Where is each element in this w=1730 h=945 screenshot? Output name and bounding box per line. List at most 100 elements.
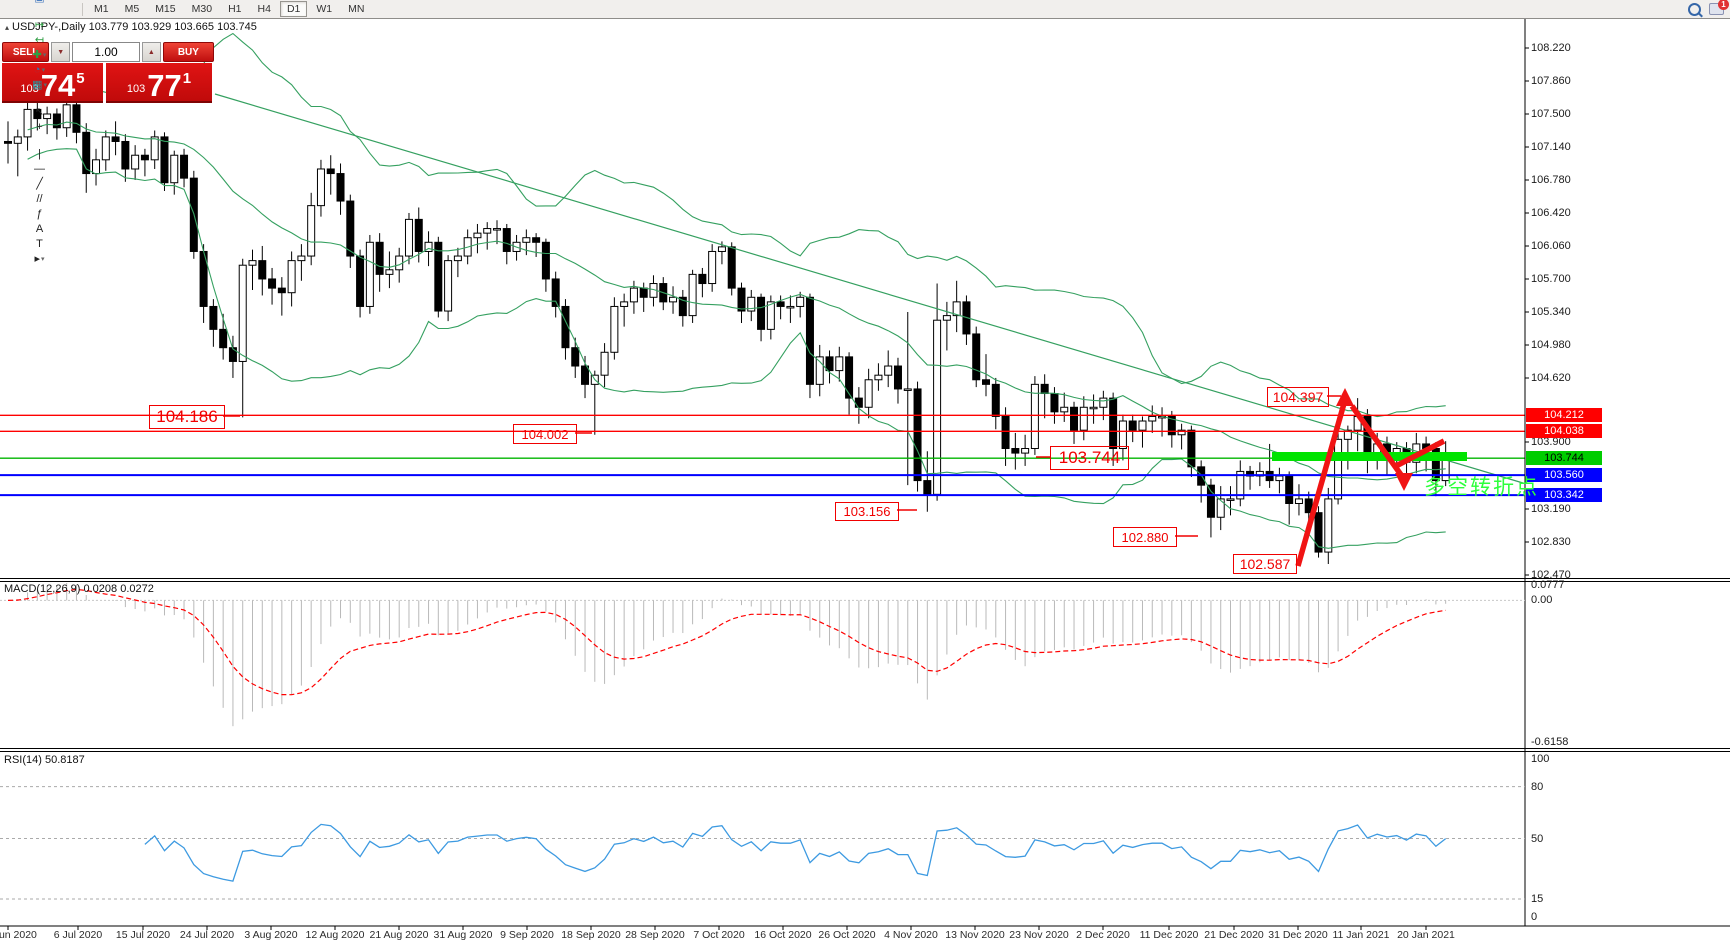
date-axis-label: 31 Dec 2020 bbox=[1268, 929, 1328, 941]
rsi-axis-tick: 80 bbox=[1531, 781, 1544, 793]
date-axis-label: 4 Nov 2020 bbox=[884, 929, 938, 941]
volume-input[interactable] bbox=[72, 42, 141, 62]
price-tag-102.587[interactable]: 102.587 bbox=[1233, 554, 1297, 574]
price-axis-tick: 105.340 bbox=[1531, 306, 1571, 318]
price-tag-104.397[interactable]: 104.397 bbox=[1267, 387, 1329, 407]
rsi-axis-tick: 50 bbox=[1531, 833, 1544, 845]
timeframe-MN[interactable]: MN bbox=[348, 3, 365, 15]
price-tag-104.002[interactable]: 104.002 bbox=[513, 424, 577, 444]
rsi-axis-tick: 100 bbox=[1531, 753, 1550, 765]
price-line-label: 104.212 bbox=[1526, 408, 1602, 422]
templates-icon[interactable]: ▦ ▾ bbox=[32, 79, 47, 91]
macd-axis-tick: 0.00 bbox=[1531, 594, 1553, 606]
price-axis-tick: 102.470 bbox=[1531, 569, 1571, 581]
date-axis-label: 11 Jan 2021 bbox=[1332, 929, 1390, 941]
text-icon[interactable]: A bbox=[35, 223, 44, 235]
timeframe-M30[interactable]: M30 bbox=[191, 3, 213, 15]
volume-decrease-button[interactable]: ▼ bbox=[51, 42, 71, 62]
price-line-label: 103.744 bbox=[1526, 451, 1602, 465]
price-line-label: 104.038 bbox=[1526, 424, 1602, 438]
date-axis-label: 6 Jul 2020 bbox=[53, 929, 103, 941]
date-axis-label: 20 Jan 2021 bbox=[1397, 929, 1455, 941]
price-tag-102.880[interactable]: 102.880 bbox=[1113, 527, 1177, 547]
timeframe-M15[interactable]: M15 bbox=[155, 3, 176, 15]
cursor-icon[interactable]: ↖ bbox=[34, 106, 45, 118]
price-tag-104.186[interactable]: 104.186 bbox=[149, 405, 225, 429]
date-axis-label: 26 Oct 2020 bbox=[818, 929, 876, 941]
date-axis-label: 16 Oct 2020 bbox=[754, 929, 812, 941]
vertical-line-icon[interactable]: | bbox=[38, 148, 41, 160]
date-axis-label: 15 Jul 2020 bbox=[115, 929, 171, 941]
timeframe-W1[interactable]: W1 bbox=[316, 3, 333, 15]
trendline-icon[interactable]: ╱ bbox=[36, 178, 43, 190]
macd-axis-tick: -0.6158 bbox=[1531, 736, 1569, 748]
ask-price[interactable]: 103 77 1 bbox=[106, 63, 212, 103]
date-axis-label: 7 Oct 2020 bbox=[693, 929, 745, 941]
indicators-icon[interactable]: ✚ ▾ bbox=[32, 49, 47, 61]
price-tag-103.744[interactable]: 103.744 bbox=[1050, 446, 1129, 470]
date-axis-label: 24 Jul 2020 bbox=[179, 929, 235, 941]
chevron-down-icon[interactable]: ▾ bbox=[41, 256, 45, 263]
chart-window-icon: ▴ bbox=[5, 23, 10, 32]
notification-badge: 1 bbox=[1718, 0, 1729, 10]
macd-label: MACD(12,26,9) 0.0208 0.0272 bbox=[4, 583, 154, 595]
horizontal-line-icon[interactable]: — bbox=[34, 163, 45, 175]
rsi-axis-tick: 15 bbox=[1531, 893, 1544, 905]
date-axis-label: 13 Nov 2020 bbox=[945, 929, 1005, 941]
date-axis-label: 23 Nov 2020 bbox=[1009, 929, 1069, 941]
chevron-down-icon[interactable]: ▾ bbox=[42, 52, 47, 59]
date-axis-label: 3 Aug 2020 bbox=[244, 929, 298, 941]
price-axis-tick: 105.700 bbox=[1531, 273, 1571, 285]
chevron-down-icon[interactable]: ▾ bbox=[43, 82, 47, 89]
text-label-icon[interactable]: T bbox=[36, 238, 43, 250]
crosshair-icon[interactable]: + bbox=[36, 121, 43, 133]
price-axis-tick: 102.830 bbox=[1531, 536, 1571, 548]
toolbar-separator bbox=[82, 2, 83, 16]
periods-icon[interactable]: ◔ ▾ bbox=[33, 64, 46, 76]
timeframe-H1[interactable]: H1 bbox=[228, 3, 242, 15]
price-line-label: 103.342 bbox=[1526, 488, 1602, 502]
date-axis-label: 9 Sep 2020 bbox=[500, 929, 554, 941]
price-tag-103.156[interactable]: 103.156 bbox=[835, 502, 899, 521]
one-click-trade-panel: SELL ▼ ▲ BUY 103 74 5 103 77 1 bbox=[2, 42, 214, 103]
search-icon[interactable] bbox=[1688, 2, 1701, 16]
arrows-icon[interactable]: ▸ ▾ bbox=[34, 253, 45, 265]
channel-icon[interactable]: // bbox=[36, 193, 43, 205]
toolbar-icons: ⁞▦◫⁞🗎新订单◆☻◎▶自动交易▥▮≈⊕⊖▣↦↤✚▾◔▾▦▾↖+|—╱//ƒAT… bbox=[0, 0, 79, 267]
date-axis-label: 18 Sep 2020 bbox=[561, 929, 621, 941]
price-axis-tick: 106.420 bbox=[1531, 207, 1571, 219]
date-axis-label: 11 Dec 2020 bbox=[1139, 929, 1199, 941]
volume-increase-button[interactable]: ▲ bbox=[142, 42, 161, 62]
timeframe-M1[interactable]: M1 bbox=[94, 3, 109, 15]
date-axis-label: 21 Aug 2020 bbox=[369, 929, 429, 941]
buy-button[interactable]: BUY bbox=[162, 42, 214, 62]
date-axis-label: 21 Dec 2020 bbox=[1204, 929, 1264, 941]
rsi-axis-tick: 0 bbox=[1531, 911, 1538, 923]
bull-bear-note[interactable]: 多空转折点 bbox=[1424, 476, 1539, 499]
price-axis-tick: 106.060 bbox=[1531, 240, 1571, 252]
tile-windows-icon[interactable]: ▣ bbox=[1, 0, 78, 6]
bid-price[interactable]: 103 74 5 bbox=[2, 63, 103, 103]
price-axis-tick: 106.780 bbox=[1531, 174, 1571, 186]
rsi-label: RSI(14) 50.8187 bbox=[4, 754, 85, 766]
timeframe-M5[interactable]: M5 bbox=[124, 3, 140, 15]
top-toolbar: ⁞▦◫⁞🗎新订单◆☻◎▶自动交易▥▮≈⊕⊖▣↦↤✚▾◔▾▦▾↖+|—╱//ƒAT… bbox=[0, 0, 1730, 265]
sell-button[interactable]: SELL bbox=[2, 42, 50, 62]
timeframe-H4[interactable]: H4 bbox=[257, 3, 271, 15]
chart-shift-icon[interactable]: ↤ bbox=[34, 34, 45, 46]
price-axis-tick: 103.900 bbox=[1531, 436, 1571, 448]
date-axis-label: 28 Sep 2020 bbox=[625, 929, 685, 941]
toolbar-right: 1 bbox=[1688, 0, 1729, 16]
chevron-down-icon[interactable]: ▾ bbox=[41, 67, 46, 74]
date-axis-label: 2 Dec 2020 bbox=[1076, 929, 1130, 941]
date-axis-label: 31 Aug 2020 bbox=[433, 929, 493, 941]
timeframe-D1[interactable]: D1 bbox=[279, 1, 308, 17]
auto-scroll-icon[interactable]: ↦ bbox=[34, 19, 45, 31]
chat-icon[interactable]: 1 bbox=[1709, 0, 1729, 15]
price-axis-tick: 104.620 bbox=[1531, 372, 1571, 384]
symbol-info: ▴ USDJPY-,Daily 103.779 103.929 103.665 1… bbox=[5, 21, 257, 33]
fibonacci-icon[interactable]: ƒ bbox=[36, 208, 43, 220]
macd-axis-tick: 0.0777 bbox=[1531, 579, 1565, 591]
